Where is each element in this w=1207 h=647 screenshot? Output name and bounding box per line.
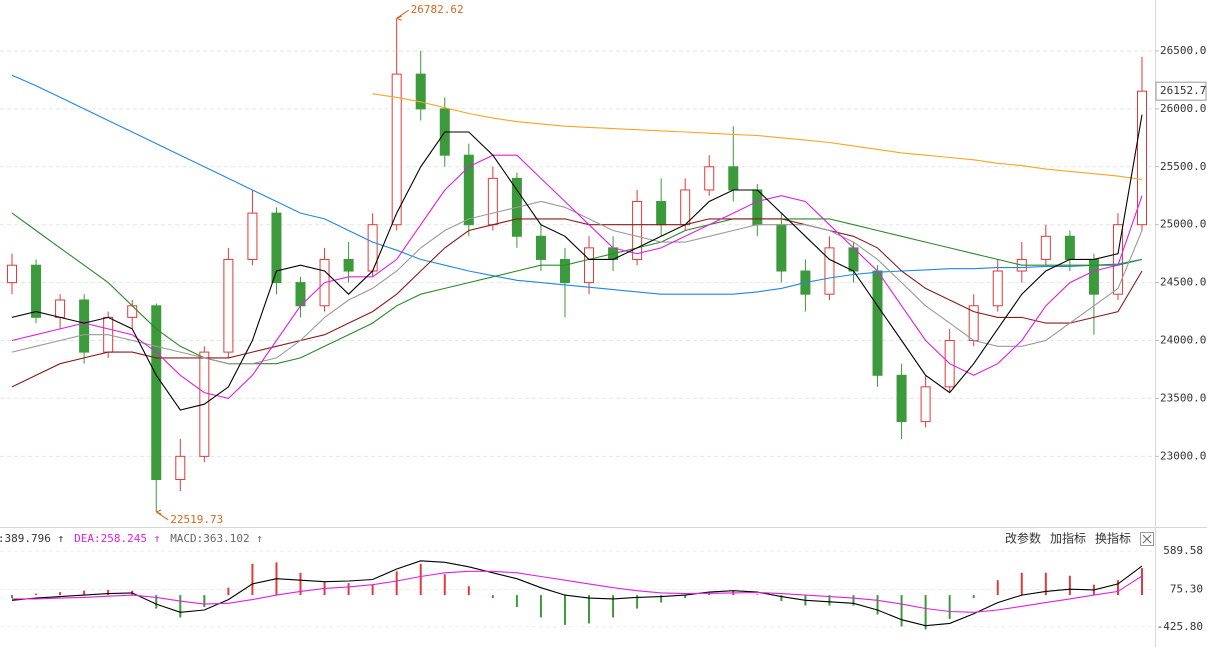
y-tick-label: -425.80 — [1157, 620, 1203, 633]
y-tick-label: 23500.0 — [1160, 391, 1206, 404]
last-price-tag — [1155, 81, 1207, 101]
candle-body — [127, 305, 138, 318]
candle-body — [559, 258, 570, 284]
candle-body — [175, 455, 186, 481]
moving-average-line — [11, 74, 1143, 295]
candle-body — [824, 247, 835, 295]
candle-body — [1112, 224, 1123, 295]
candle-body — [1064, 235, 1075, 260]
annotation-label: 26782.62 — [411, 3, 464, 16]
candle-body — [704, 166, 715, 191]
macd-line — [12, 570, 1143, 613]
legend-entry: MACD:363.102 ↑ — [170, 532, 263, 545]
moving-average-line — [11, 218, 1143, 388]
candle-body — [55, 299, 66, 318]
y-tick-label: 25500.0 — [1160, 160, 1206, 173]
annotation-label: 22519.73 — [170, 513, 223, 526]
candle-body — [920, 386, 931, 423]
candle-body — [872, 270, 883, 376]
candle-body — [223, 258, 234, 353]
annotation-arrow — [155, 509, 169, 521]
moving-average-line — [11, 212, 1143, 365]
moving-average-line — [11, 154, 1143, 400]
moving-average-line — [372, 93, 1143, 181]
candle-body — [31, 264, 42, 318]
candle-body — [79, 299, 90, 353]
moving-average-line — [11, 114, 1143, 411]
candle-body — [391, 73, 402, 226]
candle-body — [535, 235, 546, 260]
candle-body — [776, 224, 787, 272]
y-tick-label: 25000.0 — [1160, 218, 1206, 231]
candle-body — [487, 177, 498, 226]
candle-body — [1040, 235, 1051, 260]
candle-body — [896, 374, 907, 423]
toolbar-button[interactable]: 改参数 — [1005, 531, 1041, 546]
candle-body — [680, 189, 691, 226]
toolbar-button[interactable]: 加指标 — [1050, 531, 1086, 546]
candle-body — [151, 305, 162, 481]
y-tick-label: 26500.0 — [1160, 44, 1206, 57]
y-tick-label: 24000.0 — [1160, 334, 1206, 347]
close-box — [1140, 532, 1154, 546]
legend-entry: DEA:258.245 ↑ — [74, 532, 160, 545]
y-tick-label: 75.30 — [1170, 583, 1203, 596]
close-icon — [1142, 534, 1152, 544]
candle-body — [656, 201, 667, 226]
candle-body — [1137, 90, 1147, 226]
candle-body — [247, 212, 258, 260]
y-tick-label: 24500.0 — [1160, 276, 1206, 289]
candle-body — [463, 154, 474, 226]
annotation-arrow — [396, 9, 409, 21]
legend-entry: DIF:389.796 ↑ — [0, 532, 64, 545]
candle-body — [7, 264, 17, 284]
y-tick-label: 26000.0 — [1160, 102, 1206, 115]
candle-body — [728, 166, 739, 191]
y-tick-label: 589.58 — [1163, 544, 1203, 557]
candle-body — [415, 73, 426, 110]
candle-body — [992, 270, 1003, 307]
candle-body — [584, 247, 595, 284]
candle-body — [968, 305, 979, 342]
candle-body — [271, 212, 282, 284]
candle-body — [632, 201, 643, 260]
toolbar-button[interactable]: 换指标 — [1095, 531, 1131, 546]
last-price-label: 26152.7 — [1160, 84, 1206, 97]
macd-line — [11, 560, 1143, 627]
close-button[interactable] — [1140, 532, 1154, 546]
y-tick-label: 23000.0 — [1160, 449, 1206, 462]
candle-body — [343, 258, 354, 272]
candle-body — [752, 189, 763, 226]
